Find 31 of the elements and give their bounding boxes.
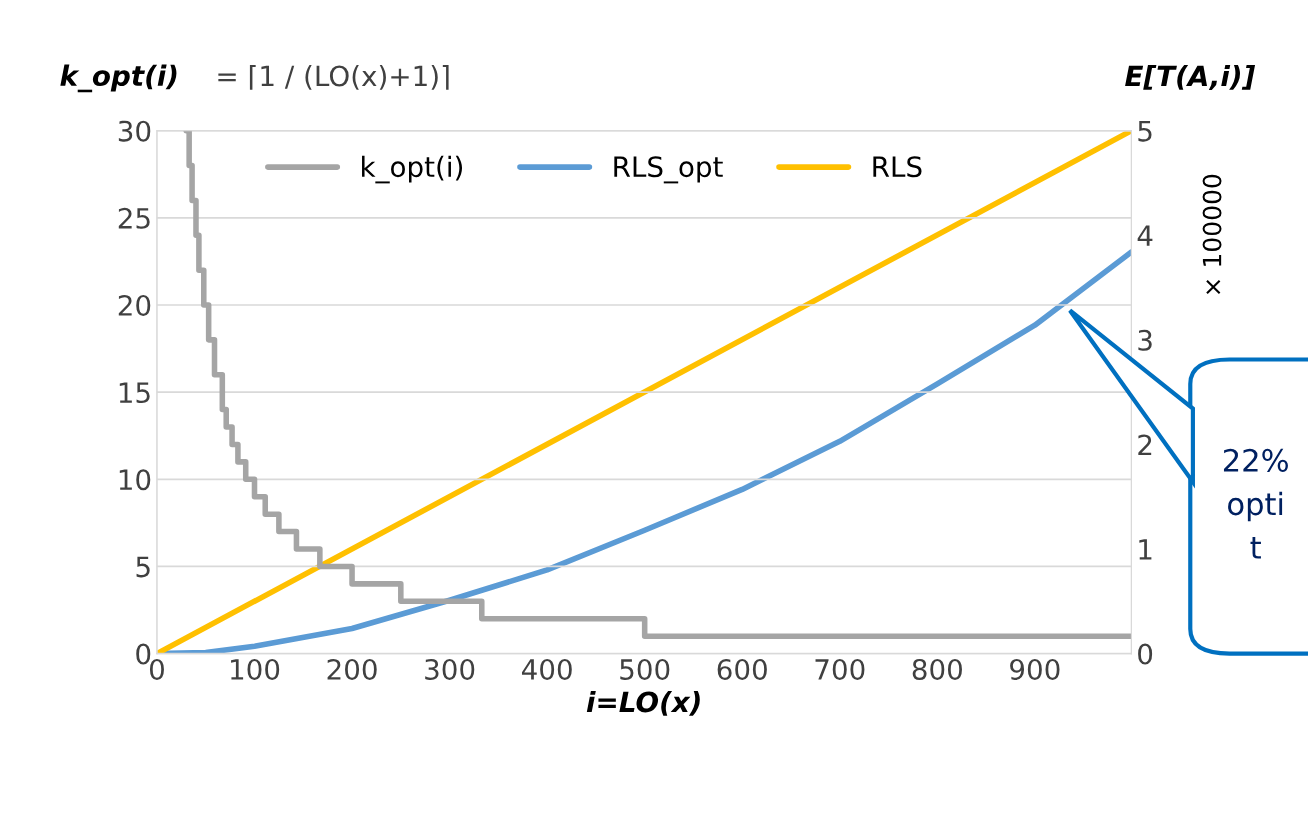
y-tick-label: 0 <box>136 643 151 665</box>
y-tick-label: 15 <box>119 382 150 404</box>
x-tick-label: 900 <box>1010 658 1060 680</box>
y2-tick-label: 3 <box>1138 329 1152 351</box>
text: × 100000 <box>1202 174 1222 295</box>
y2-axis-title: E[T(A,i)] <box>1125 64 1256 91</box>
y-axis-title: k_opt(i) <box>60 64 177 93</box>
y2-tick-label: 0 <box>1138 643 1153 665</box>
y-tick-label: 5 <box>136 556 150 578</box>
y-tick-label: 25 <box>118 207 150 229</box>
legend-label: k_opt(i) <box>362 155 463 184</box>
x-tick-label: 300 <box>425 658 475 680</box>
text: 22% opti t <box>1223 448 1288 559</box>
y-tick-label: 30 <box>118 120 151 142</box>
x-tick-label: 800 <box>912 658 962 680</box>
x-tick-label: 700 <box>815 658 865 680</box>
y2-tick-label: 1 <box>1139 539 1152 560</box>
x-tick-label: 400 <box>521 658 572 680</box>
y2-tick-label: 5 <box>1138 121 1152 142</box>
x-tick-label: 500 <box>620 658 670 680</box>
x-axis-title: i=LO(x) <box>586 690 700 716</box>
y-tick-label: 10 <box>119 469 151 491</box>
legend-label: RLS_opt <box>614 156 723 184</box>
x-tick-label: 100 <box>231 658 280 680</box>
x-tick-label: 200 <box>327 658 377 680</box>
text: = ⌈1 / (LO(x)+1)⌉ <box>218 64 449 90</box>
y-tick-label: 20 <box>118 294 151 316</box>
x-tick-label: 600 <box>717 658 767 680</box>
legend-label: RLS <box>873 156 922 178</box>
y2-tick-label: 4 <box>1137 225 1153 246</box>
y2-tick-label: 2 <box>1138 434 1152 455</box>
